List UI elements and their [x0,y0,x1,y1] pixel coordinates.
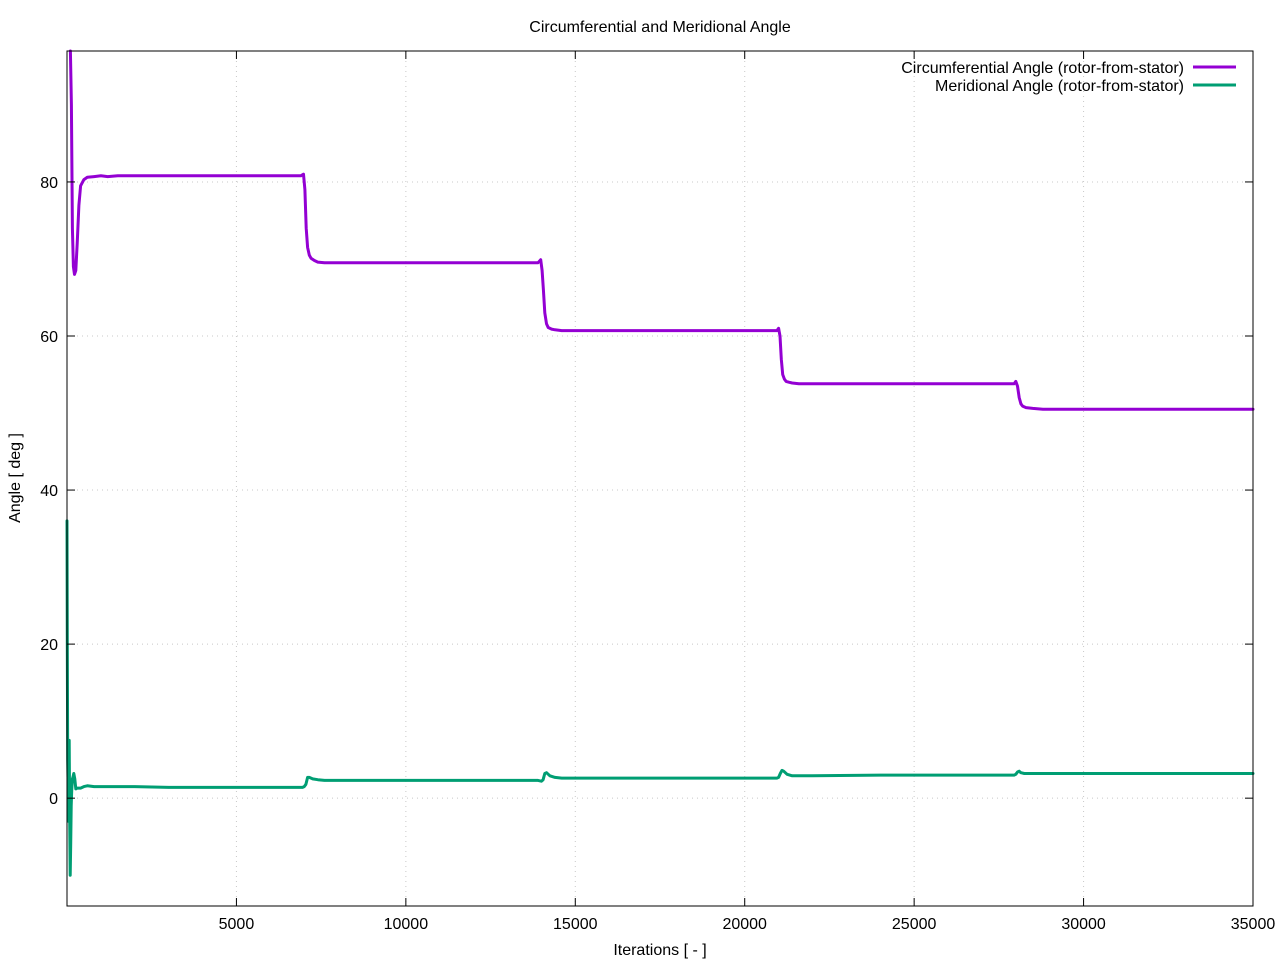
x-tick-label: 10000 [384,916,429,933]
y-axis-label: Angle [ deg ] [7,433,24,523]
y-tick-label: 60 [40,329,58,346]
series-line-meridional [65,519,1255,877]
x-tick-label: 15000 [553,916,598,933]
chart-title: Circumferential and Meridional Angle [529,19,791,36]
legend: Circumferential Angle (rotor-from-stator… [901,60,1236,95]
series-layer [65,49,1255,877]
x-tick-label: 25000 [892,916,937,933]
x-tick-label: 30000 [1061,916,1106,933]
legend-label: Circumferential Angle (rotor-from-stator… [901,60,1184,77]
x-tick-label: 35000 [1231,916,1276,933]
series-line-circumferential [68,49,1255,411]
y-tick-label: 0 [49,791,58,808]
y-tick-label: 80 [40,175,58,192]
y-tick-label: 20 [40,637,58,654]
plot-frame [66,50,1254,907]
x-axis-label: Iterations [ - ] [613,942,706,959]
legend-label: Meridional Angle (rotor-from-stator) [935,78,1184,95]
tick-label-layer: 5000 10000 15000 20000 25000 30000 35000 0 20 40 6… [40,175,1275,933]
x-tick-label: 5000 [219,916,255,933]
x-tick-label: 20000 [722,916,767,933]
tick-layer [67,51,1254,906]
y-tick-label: 40 [40,483,58,500]
